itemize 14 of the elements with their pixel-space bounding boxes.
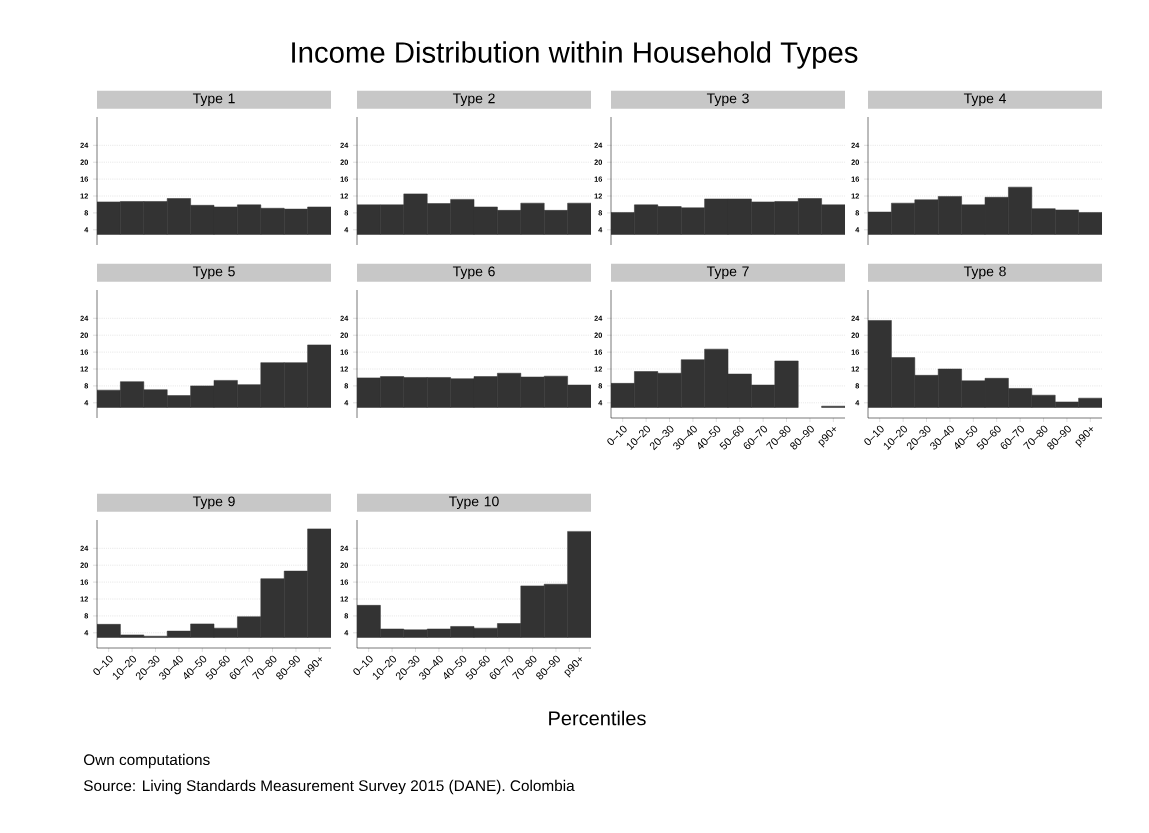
chart-title: Type 2	[452, 93, 495, 107]
source-note: Source: Living Standards Measurement Survey 2015 (DANE). Colombia	[83, 779, 575, 795]
text: Percentiles	[549, 710, 646, 726]
chart-title: Type 1	[192, 93, 235, 107]
chart-title: Type 7	[706, 266, 749, 280]
text: Income Distribution within Household Types	[292, 41, 858, 69]
chart-title: Type 4	[963, 93, 1006, 107]
chart-title: Type 9	[192, 496, 235, 510]
text: Own computations	[84, 753, 210, 769]
chart-title: Type 5	[192, 266, 235, 280]
chart-title: Type 3	[706, 93, 749, 107]
chart-title: Type 6	[452, 266, 495, 280]
chart-title: Type 8	[963, 266, 1006, 280]
chart-title: Type 10	[449, 496, 499, 510]
